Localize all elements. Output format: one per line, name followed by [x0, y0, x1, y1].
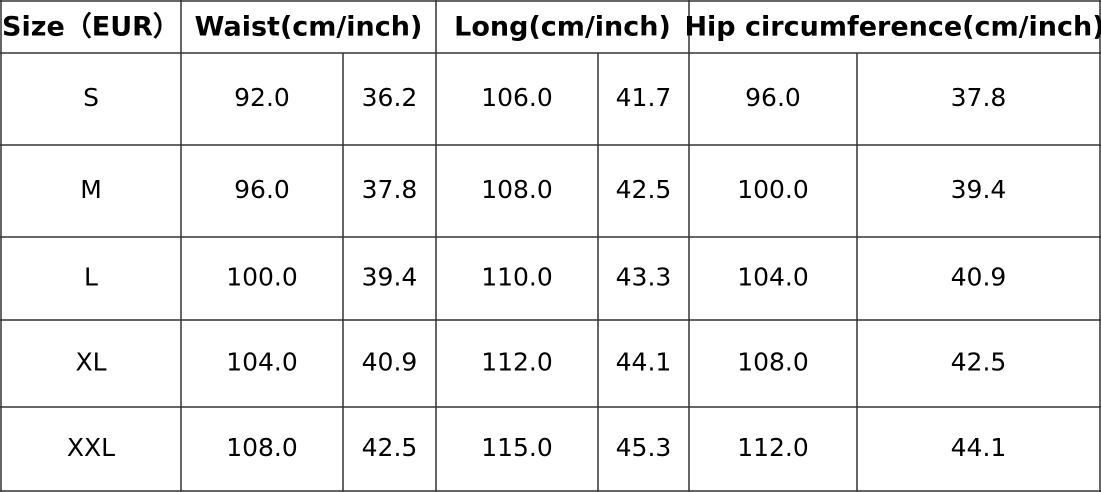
table-cell: 100.0	[737, 175, 809, 204]
table-cell: 106.0	[481, 83, 553, 112]
table-cell: 110.0	[481, 263, 553, 292]
table-cell: 40.9	[362, 348, 418, 377]
table-cell: 41.7	[616, 83, 672, 112]
table-cell: XL	[75, 348, 106, 377]
header-cell: Size（EUR）	[2, 12, 180, 43]
table-cell: 42.5	[362, 433, 418, 462]
table-cell: 100.0	[226, 263, 298, 292]
table-cell: 37.8	[362, 175, 418, 204]
table-cell: 42.5	[616, 175, 672, 204]
table-cell: S	[83, 83, 99, 112]
header-cell: Waist(cm/inch)	[195, 12, 423, 43]
table-cell: 37.8	[951, 83, 1007, 112]
table-cell: 42.5	[951, 348, 1007, 377]
header-cell: Long(cm/inch)	[454, 12, 671, 43]
table-cell: 104.0	[737, 263, 809, 292]
table-cell: 104.0	[226, 348, 298, 377]
table-cell: 96.0	[234, 175, 290, 204]
table-cell: 112.0	[481, 348, 553, 377]
table-cell: M	[80, 175, 102, 204]
table-cell: 115.0	[481, 433, 553, 462]
table-cell: 44.1	[951, 433, 1007, 462]
table-cell: 36.2	[362, 83, 418, 112]
table-cell: 108.0	[481, 175, 553, 204]
table-cell: 45.3	[616, 433, 672, 462]
table-cell: 44.1	[616, 348, 672, 377]
table-cell: 39.4	[362, 263, 418, 292]
table-cell: 40.9	[951, 263, 1007, 292]
table-cell: L	[84, 263, 98, 292]
table-cell: 112.0	[737, 433, 809, 462]
table-cell: 108.0	[737, 348, 809, 377]
table-cell: 96.0	[745, 83, 801, 112]
table-cell: XXL	[67, 433, 115, 462]
table-cell: 108.0	[226, 433, 298, 462]
table-cell: 43.3	[616, 263, 672, 292]
header-cell: Hip circumference(cm/inch)	[684, 12, 1101, 43]
table-cell: 39.4	[951, 175, 1007, 204]
table-cell: 92.0	[234, 83, 290, 112]
